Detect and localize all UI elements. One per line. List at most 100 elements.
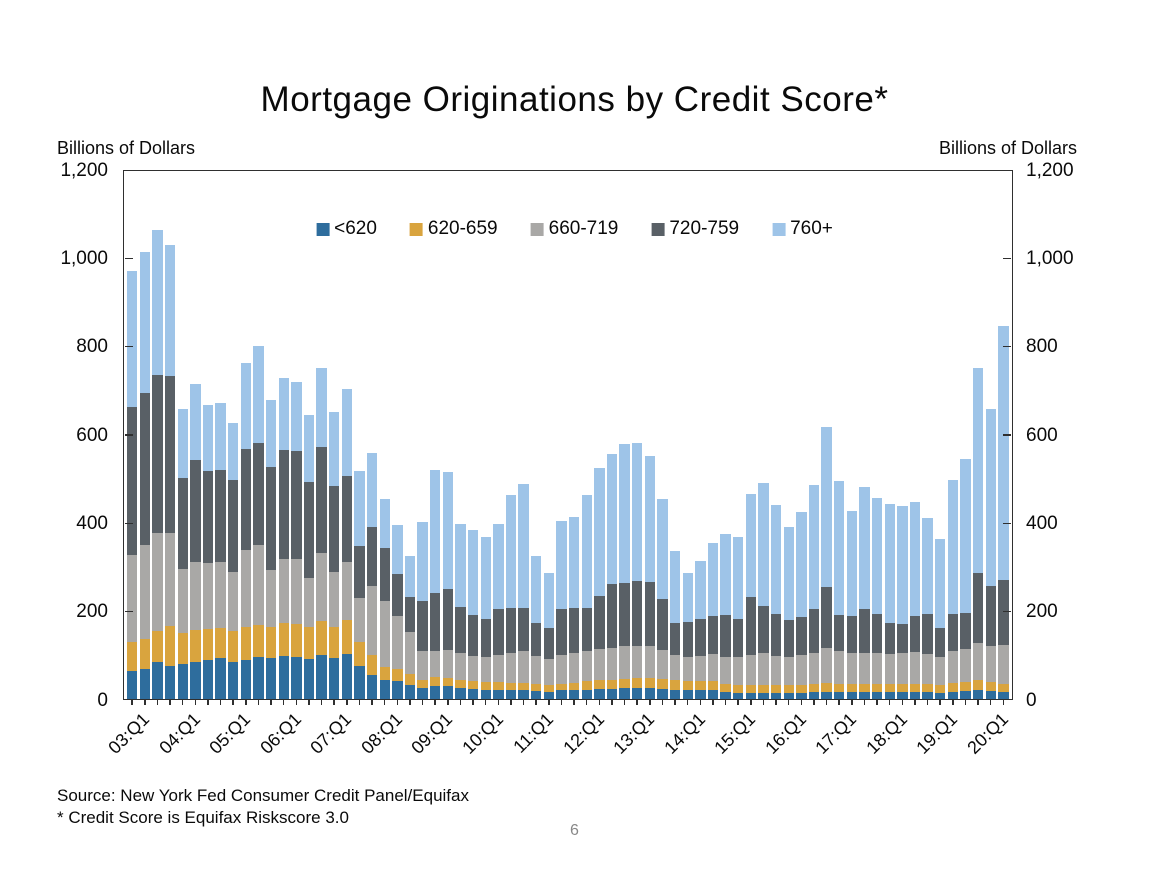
bar-segment-720-759 — [228, 479, 239, 572]
bar-segment-720-759 — [291, 451, 302, 560]
bar-04:Q3 — [202, 404, 214, 699]
bar-segment-720-759 — [695, 619, 706, 656]
x-tick-mark — [952, 700, 954, 705]
bar-segment-<620 — [745, 692, 757, 699]
x-tick-label: 06:Q1 — [256, 709, 305, 758]
bar-segment-620-659 — [556, 683, 567, 691]
bar-segment-720-759 — [303, 482, 315, 579]
bar-segment-660-719 — [303, 578, 315, 628]
bar-segment-720-759 — [417, 600, 428, 652]
bar-segment-620-659 — [531, 683, 542, 692]
bar-segment-<620 — [329, 658, 340, 699]
bar-segment-660-719 — [783, 656, 794, 686]
bar-19:Q3 — [960, 458, 971, 699]
bar-segment-760+ — [518, 484, 529, 608]
bar-segment-<620 — [985, 691, 996, 699]
bar-segment-720-759 — [796, 616, 807, 655]
bar-segment-660-719 — [139, 545, 151, 640]
bar-segment-760+ — [417, 522, 428, 601]
bar-segment-620-659 — [278, 623, 289, 656]
x-tick-mark — [484, 700, 487, 705]
bar-segment-720-759 — [177, 477, 188, 570]
bar-segment-720-759 — [871, 613, 883, 653]
bar-segment-660-719 — [505, 653, 517, 684]
page-number: 6 — [570, 822, 579, 839]
bar-segment-<620 — [707, 690, 719, 699]
bar-segment-760+ — [707, 543, 719, 617]
bar-segment-<620 — [897, 691, 908, 699]
bar-segment-<620 — [303, 659, 315, 699]
x-tick-mark — [409, 700, 411, 705]
bar-segment-620-659 — [543, 684, 555, 692]
bar-segment-760+ — [947, 479, 959, 614]
bar-segment-720-759 — [467, 614, 479, 656]
bar-segment-620-659 — [669, 680, 681, 690]
bar-segment-720-759 — [556, 609, 567, 655]
bar-segment-720-759 — [392, 573, 403, 616]
x-tick-mark — [447, 700, 449, 705]
bar-segment-620-659 — [164, 626, 176, 666]
bar-segment-660-719 — [770, 655, 782, 685]
bar-18:Q2 — [897, 506, 908, 699]
bar-segment-720-759 — [733, 618, 744, 658]
bar-segment-720-759 — [354, 546, 365, 599]
x-tick-mark — [926, 700, 929, 705]
bar-segment-<620 — [505, 690, 517, 699]
x-tick-mark — [421, 700, 424, 705]
bar-segment-760+ — [303, 415, 315, 483]
bar-segment-660-719 — [329, 571, 340, 627]
bar-segment-620-659 — [379, 667, 390, 681]
bar-segment-720-759 — [909, 615, 921, 653]
x-tick-mark — [308, 700, 310, 705]
bar-segment-<620 — [480, 689, 491, 699]
legend-item-760+: 760+ — [772, 218, 833, 240]
bar-13:Q3 — [657, 499, 668, 699]
x-tick-mark — [383, 700, 386, 705]
bar-segment-720-759 — [594, 596, 605, 650]
bar-16:Q3 — [808, 485, 820, 699]
y-tick-mark-left — [124, 522, 133, 525]
x-tick-mark — [295, 700, 297, 705]
x-tick-mark — [825, 700, 828, 705]
bar-segment-720-759 — [480, 618, 491, 658]
bar-segment-<620 — [467, 688, 479, 699]
bar-segment-720-759 — [366, 526, 378, 587]
bar-segment-760+ — [392, 525, 403, 574]
bar-05:Q4 — [265, 399, 277, 699]
x-tick-mark — [358, 700, 361, 705]
bar-19:Q4 — [972, 368, 984, 699]
bar-segment-720-759 — [139, 392, 151, 546]
bar-12:Q3 — [606, 454, 618, 699]
bar-segment-720-759 — [783, 620, 794, 657]
bar-09:Q4 — [467, 530, 479, 699]
bar-segment-660-719 — [430, 651, 441, 677]
bar-segment-660-719 — [644, 646, 656, 679]
y-tick-label-right: 1,000 — [1026, 247, 1074, 269]
bar-segment-<620 — [543, 691, 555, 699]
bar-18:Q4 — [922, 517, 933, 699]
bar-segment-<620 — [341, 653, 353, 699]
bar-segment-660-719 — [228, 571, 239, 631]
x-tick-mark — [510, 700, 512, 705]
x-tick-mark — [207, 700, 209, 705]
bar-segment-720-759 — [947, 613, 959, 652]
bar-segment-<620 — [632, 687, 643, 699]
bar-segment-720-759 — [998, 579, 1009, 645]
x-tick-label: 19:Q1 — [912, 709, 962, 758]
bar-segment-660-719 — [960, 649, 971, 683]
x-tick-mark — [851, 700, 853, 705]
legend-swatch-icon — [530, 222, 544, 236]
x-tick-mark — [737, 700, 739, 705]
bar-18:Q3 — [909, 502, 921, 699]
legend-item-660-719: 660-719 — [530, 218, 618, 240]
x-tick-mark — [623, 700, 626, 705]
x-tick-mark — [396, 700, 398, 705]
x-tick-mark — [724, 700, 727, 705]
bar-segment-720-759 — [202, 471, 214, 564]
x-tick-mark — [194, 700, 196, 705]
bar-segment-720-759 — [127, 407, 138, 555]
bar-segment-<620 — [291, 656, 302, 699]
x-tick-mark — [131, 700, 133, 705]
bar-segment-620-659 — [758, 684, 769, 693]
bar-segment-<620 — [379, 680, 390, 699]
